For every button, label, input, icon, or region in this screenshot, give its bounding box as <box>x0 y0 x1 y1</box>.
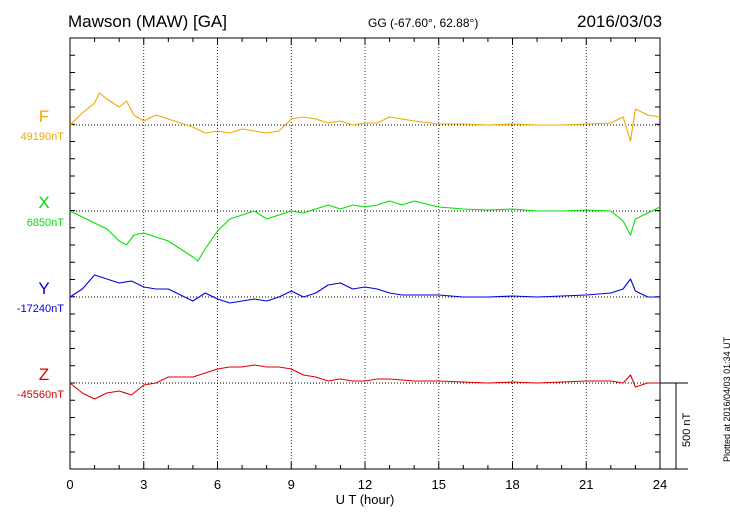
series-name-y: Y <box>38 279 49 298</box>
series-line-y <box>69 274 660 304</box>
x-tick-label: 24 <box>653 477 667 492</box>
scale-bar <box>660 382 688 470</box>
station-title: Mawson (MAW) [GA] <box>68 12 227 31</box>
x-tick-label: 9 <box>288 477 295 492</box>
baseline-value-y: -17240nT <box>17 303 64 315</box>
x-tick-label: 15 <box>432 477 446 492</box>
x-tick-label: 21 <box>579 477 593 492</box>
grid-layer <box>143 38 587 469</box>
plotted-at-note: Plotted at 2016/04/03 01:34 UT <box>722 336 730 462</box>
x-tick-label: 0 <box>66 477 73 492</box>
series-layer <box>69 92 661 400</box>
series-line-f <box>69 92 661 142</box>
series-line-z <box>69 364 660 400</box>
scale-bar-label: 500 nT <box>681 412 693 447</box>
station-coordinates: GG (-67.60°, 62.88°) <box>368 16 479 30</box>
baseline-value-f: 49190nT <box>21 131 65 143</box>
x-tick-label: 12 <box>358 477 372 492</box>
series-line-x <box>69 200 661 262</box>
label-layer: 0 3 6 9 12 15 18 21 24 U T (hour) F 49190nT X 6850nT Y… <box>17 107 667 507</box>
baseline-value-z: -45560nT <box>17 389 64 401</box>
series-name-z: Z <box>39 365 49 384</box>
x-tick-label: 6 <box>214 477 221 492</box>
baseline-value-x: 6850nT <box>27 217 65 229</box>
x-tick-label: 18 <box>505 477 519 492</box>
series-name-x: X <box>38 193 49 212</box>
x-axis-label: U T (hour) <box>336 492 395 507</box>
series-name-f: F <box>39 107 49 126</box>
x-tick-label: 3 <box>140 477 147 492</box>
date-label: 2016/03/03 <box>577 12 663 31</box>
